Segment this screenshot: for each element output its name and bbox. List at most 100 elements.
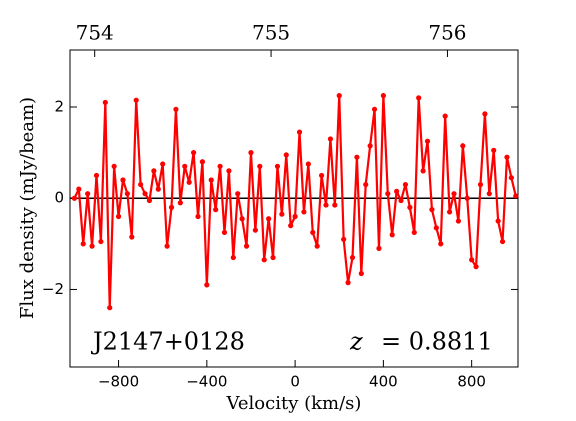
data-point — [213, 207, 219, 213]
data-point — [407, 204, 413, 210]
data-point — [190, 150, 197, 156]
y-tick-label: 0 — [54, 189, 64, 207]
data-point — [151, 168, 157, 174]
data-point — [358, 270, 364, 277]
data-point — [146, 197, 153, 204]
y-tick-label: −2 — [42, 280, 64, 298]
data-point — [243, 243, 250, 249]
data-point — [310, 229, 316, 236]
data-point — [349, 254, 356, 261]
data-point — [389, 232, 395, 238]
data-point — [301, 209, 307, 215]
data-point — [98, 238, 104, 245]
data-point — [279, 211, 285, 217]
data-point — [102, 99, 108, 106]
data-point — [252, 227, 258, 233]
data-point — [446, 209, 453, 215]
data-point — [336, 93, 342, 99]
data-point — [239, 216, 245, 222]
data-point — [177, 200, 183, 206]
data-point — [230, 254, 236, 261]
data-point — [460, 143, 466, 149]
data-point — [473, 264, 479, 270]
data-point — [288, 223, 294, 229]
data-point — [155, 186, 161, 192]
data-point — [495, 218, 501, 224]
data-point — [424, 138, 431, 144]
data-point — [327, 136, 334, 142]
data-point — [217, 163, 223, 169]
data-point — [204, 282, 210, 288]
data-point — [160, 161, 166, 167]
data-point — [195, 213, 201, 220]
x2-tick-label: 755 — [252, 21, 290, 45]
series-line — [73, 94, 517, 309]
y-tick-label: 2 — [54, 98, 64, 116]
data-point — [332, 202, 338, 208]
data-point — [138, 181, 144, 188]
data-point — [416, 95, 422, 101]
data-point — [71, 195, 78, 201]
data-point — [120, 177, 126, 183]
data-point — [486, 191, 492, 197]
data-point — [124, 191, 130, 197]
y-axis-label: Flux density (mJy/beam) — [17, 97, 38, 319]
data-point — [451, 191, 457, 197]
x-tick-label: −400 — [186, 373, 227, 391]
data-point — [394, 188, 400, 194]
data-point — [80, 241, 86, 247]
data-point — [429, 207, 435, 213]
annotation: z — [349, 328, 363, 356]
data-point — [133, 97, 139, 103]
x-tick-label: 0 — [290, 373, 300, 391]
data-point — [513, 193, 519, 199]
x2-tick-label: 756 — [428, 21, 466, 45]
data-point — [305, 161, 311, 167]
x-tick-label: 400 — [369, 373, 398, 391]
data-point — [318, 172, 325, 179]
data-point — [115, 213, 122, 220]
data-point — [345, 280, 351, 286]
data-point — [433, 225, 439, 231]
x-tick-label: −800 — [98, 373, 139, 391]
data-point — [455, 218, 462, 224]
data-point — [173, 106, 179, 112]
data-point — [491, 147, 497, 153]
x-tick-label: 800 — [457, 373, 486, 391]
data-point — [199, 159, 206, 165]
data-point — [504, 154, 510, 160]
data-point — [85, 191, 91, 197]
data-point — [411, 229, 417, 236]
data-point — [186, 179, 192, 185]
data-point — [371, 106, 378, 112]
x-axis-label: Velocity (km/s) — [226, 393, 362, 414]
data-point — [76, 186, 82, 192]
data-point — [508, 175, 514, 181]
data-point — [367, 143, 373, 149]
data-point — [226, 168, 232, 174]
annotation: = 0.8811 — [381, 328, 493, 356]
data-point — [107, 305, 113, 311]
data-point — [261, 257, 267, 263]
data-point — [274, 163, 281, 169]
data-point — [398, 197, 404, 204]
data-point — [402, 181, 409, 188]
data-point — [248, 150, 254, 156]
data-point — [164, 243, 170, 249]
data-point — [270, 254, 276, 261]
data-point — [89, 243, 95, 249]
data-point — [111, 163, 117, 169]
data-point — [235, 191, 241, 197]
data-point — [129, 234, 135, 240]
data-point — [93, 172, 100, 179]
data-point — [266, 216, 272, 222]
data-point — [182, 163, 188, 169]
annotation: J2147+0128 — [90, 328, 245, 356]
data-point — [438, 241, 444, 247]
plot-frame — [69, 49, 519, 368]
data-point — [354, 154, 360, 160]
data-point — [385, 191, 391, 197]
data-point — [323, 202, 329, 208]
data-point — [292, 213, 298, 220]
